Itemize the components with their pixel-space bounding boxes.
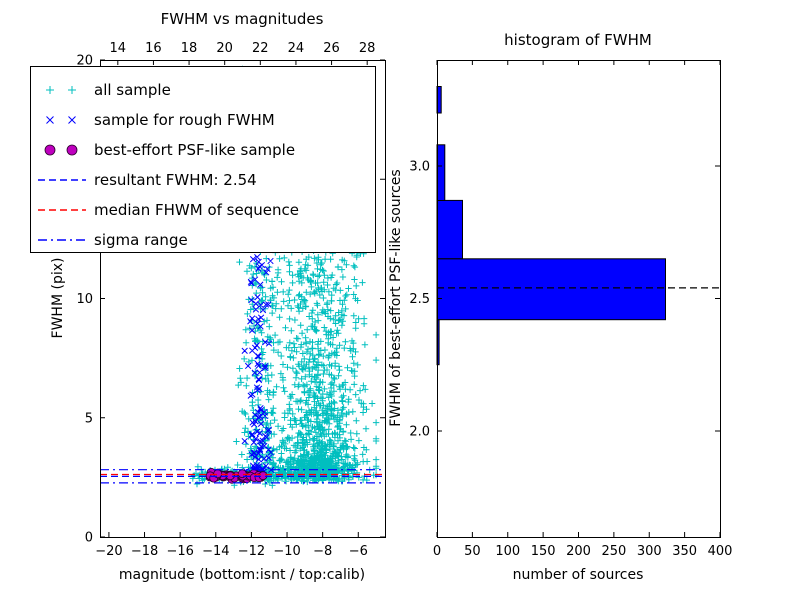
tick-label: 100 (495, 544, 520, 559)
tick-label: 14 (110, 41, 127, 56)
tick-label: −8 (313, 544, 332, 559)
tick-label: 2.0 (409, 425, 430, 440)
plus-marker-icon (46, 86, 54, 94)
tick-label: 22 (252, 41, 269, 56)
legend-label: resultant FWHM: 2.54 (94, 171, 257, 189)
legend-item: sample for rough FWHM (46, 111, 275, 129)
legend: all sample sample for rough FWHM best-effo… (30, 66, 376, 253)
legend-box (30, 66, 376, 253)
legend-item: sigma range (38, 231, 188, 249)
tick-label: 26 (323, 41, 340, 56)
tick-label: 24 (288, 41, 305, 56)
legend-item: resultant FWHM: 2.54 (38, 171, 257, 189)
series-rough-fwhm (241, 228, 275, 480)
tick-label: 20 (76, 54, 93, 69)
tick-label: 150 (531, 544, 556, 559)
circle-marker-icon (44, 144, 56, 156)
tick-label: 300 (637, 544, 662, 559)
tick-label: −6 (349, 544, 368, 559)
right-plot: 0 50 100 150 200 250 300 350 400 2.0 2.5 3.0 (409, 60, 732, 559)
tick-label: −18 (131, 544, 158, 559)
legend-item: median FHWM of sequence (38, 201, 299, 219)
left-plot-title: FWHM vs magnitudes (161, 10, 324, 28)
legend-label: best-effort PSF-like sample (94, 141, 295, 159)
tick-label: 3.0 (409, 160, 430, 175)
tick-label: −20 (95, 544, 122, 559)
tick-label: 0 (85, 531, 93, 546)
tick-label: 400 (708, 544, 733, 559)
tick-label: −12 (238, 544, 265, 559)
left-plot: −20 −18 −16 −14 −12 −10 −8 −6 14 16 18 20 22 24 26 28 0 5… (76, 41, 386, 559)
tick-label: 50 (464, 544, 481, 559)
right-plot-xlabel: number of sources (513, 567, 644, 583)
legend-item: all sample (46, 81, 171, 99)
legend-label: sample for rough FWHM (94, 111, 275, 129)
left-plot-ylabel: FWHM (pix) (50, 258, 66, 339)
x-marker-icon (68, 116, 76, 124)
legend-item: best-effort PSF-like sample (44, 141, 295, 159)
hist-data (436, 86, 720, 366)
plus-marker-icon (68, 86, 76, 94)
tick-label: −16 (166, 544, 193, 559)
legend-label: all sample (94, 81, 171, 99)
left-plot-data (100, 65, 385, 489)
tick-label: 350 (672, 544, 697, 559)
tick-label: 16 (145, 41, 162, 56)
tick-label: 0 (433, 544, 441, 559)
tick-label: 18 (181, 41, 198, 56)
tick-label: 20 (216, 41, 233, 56)
hist-bar (436, 199, 463, 260)
tick-label: 2.5 (409, 292, 430, 307)
x-marker-icon (46, 116, 54, 124)
right-plot-ylabel: FWHM of best-effort PSF-like sources (388, 169, 404, 426)
hist-bar (436, 144, 446, 202)
left-plot-xlabel: magnitude (bottom:isnt / top:calib) (119, 567, 365, 583)
right-plot-title: histogram of FWHM (504, 31, 652, 49)
tick-label: 10 (76, 292, 93, 307)
legend-label: sigma range (94, 231, 188, 249)
tick-label: 5 (85, 411, 93, 426)
hist-bar (436, 258, 666, 321)
circle-marker-icon (66, 144, 78, 156)
legend-label: median FHWM of sequence (94, 201, 299, 219)
tick-label: 250 (601, 544, 626, 559)
tick-label: −14 (202, 544, 229, 559)
tick-label: −10 (273, 544, 300, 559)
tick-label: 28 (359, 41, 376, 56)
tick-label: 200 (566, 544, 591, 559)
